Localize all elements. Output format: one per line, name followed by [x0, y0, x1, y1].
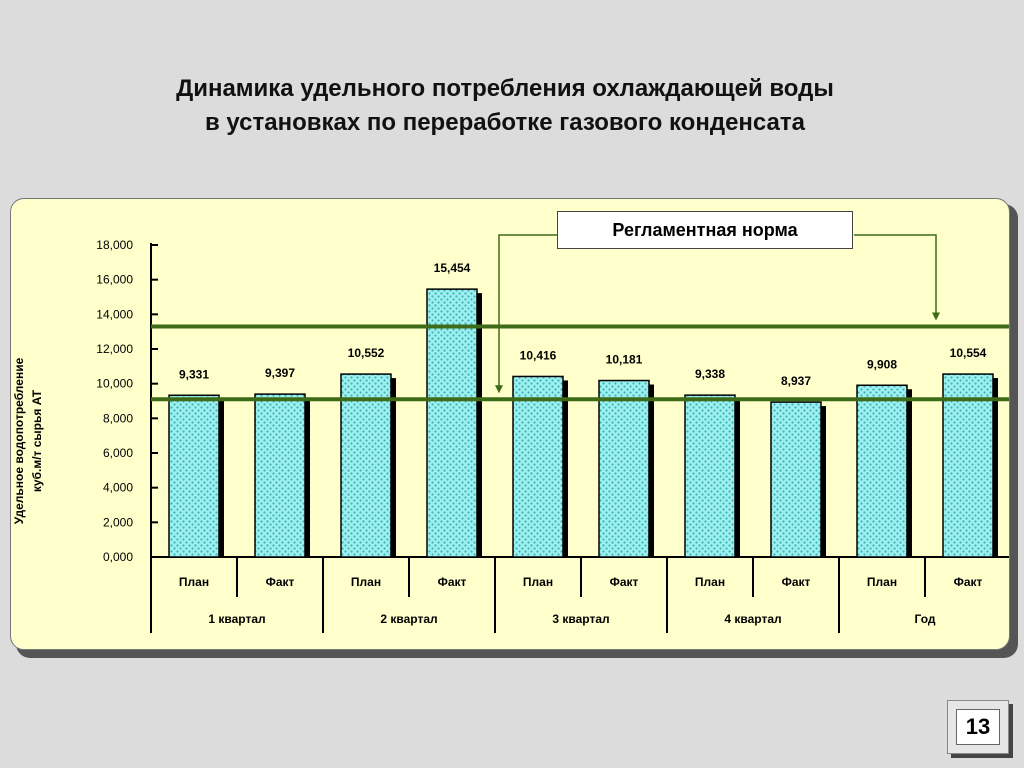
norm-callout: Регламентная норма	[557, 211, 853, 249]
bar	[254, 393, 306, 558]
bar	[426, 288, 478, 558]
y-tick-label: 8,000	[103, 411, 133, 425]
bar	[168, 394, 220, 558]
bar	[340, 373, 392, 558]
bar-value-label: 9,338	[695, 367, 725, 381]
bar	[856, 384, 908, 558]
x-category-label: План	[867, 575, 897, 589]
bar-value-label: 10,552	[348, 346, 385, 360]
bar	[942, 373, 994, 558]
x-category-label: Факт	[954, 575, 983, 589]
y-tick-label: 6,000	[103, 446, 133, 460]
x-category-label: Факт	[610, 575, 639, 589]
y-tick-label: 12,000	[96, 342, 133, 356]
y-tick-label: 2,000	[103, 515, 133, 529]
x-group-label: 4 квартал	[724, 612, 781, 626]
bar-value-label: 10,181	[606, 353, 643, 367]
x-group-label: 2 квартал	[380, 612, 437, 626]
bar-value-label: 10,416	[520, 348, 557, 362]
bar-value-label: 8,937	[781, 374, 811, 388]
chart-svg: 0,000 2,000 4,000 6,000 8,000 10,000 12,000 14,…	[12, 234, 1009, 633]
callout-arrow-left	[495, 385, 503, 394]
callout-arrow-right	[932, 312, 940, 321]
bar-value-label: 15,454	[434, 261, 471, 275]
page-number-badge: 13	[947, 700, 1013, 758]
callout-connector-left	[498, 234, 558, 388]
bar	[770, 401, 822, 558]
x-category-label: План	[523, 575, 553, 589]
bar-value-label: 9,397	[265, 366, 295, 380]
chart-title-line1: Динамика удельного потребления охлаждающ…	[176, 75, 834, 102]
y-tick-label: 10,000	[96, 377, 133, 391]
y-tick-label: 0,000	[103, 550, 133, 564]
page-number: 13	[956, 709, 1000, 745]
chart-panel: 0,000 2,000 4,000 6,000 8,000 10,000 12,000 14,…	[10, 198, 1010, 650]
y-axis-label-line1: Удельное водопотребление	[12, 357, 26, 524]
x-category-label: Факт	[782, 575, 811, 589]
x-group-label: 3 квартал	[552, 612, 609, 626]
x-category-label: План	[351, 575, 381, 589]
y-tick-label: 16,000	[96, 273, 133, 287]
page-number-frame: 13	[947, 700, 1009, 754]
callout-connector-right	[854, 234, 937, 315]
bar-value-label: 9,331	[179, 367, 209, 381]
x-category-label: Факт	[438, 575, 467, 589]
y-tick-label: 14,000	[96, 307, 133, 321]
bar-value-label: 10,554	[950, 346, 987, 360]
chart-title: Динамика удельного потребления охлаждающ…	[0, 72, 1010, 140]
bar	[598, 379, 650, 558]
bar	[512, 375, 564, 558]
bar	[684, 394, 736, 558]
chart-title-line2: в установках по переработке газового кон…	[204, 109, 805, 136]
bar-value-label: 9,908	[867, 357, 897, 371]
x-group-label: Год	[915, 612, 936, 626]
x-group-label: 1 квартал	[208, 612, 265, 626]
x-category-label: План	[179, 575, 209, 589]
x-category-label: Факт	[266, 575, 295, 589]
y-tick-label: 18,000	[96, 238, 133, 252]
y-tick-label: 4,000	[103, 481, 133, 495]
x-category-label: План	[695, 575, 725, 589]
y-axis-label-line2: куб.м/т сырья АТ	[30, 389, 44, 492]
